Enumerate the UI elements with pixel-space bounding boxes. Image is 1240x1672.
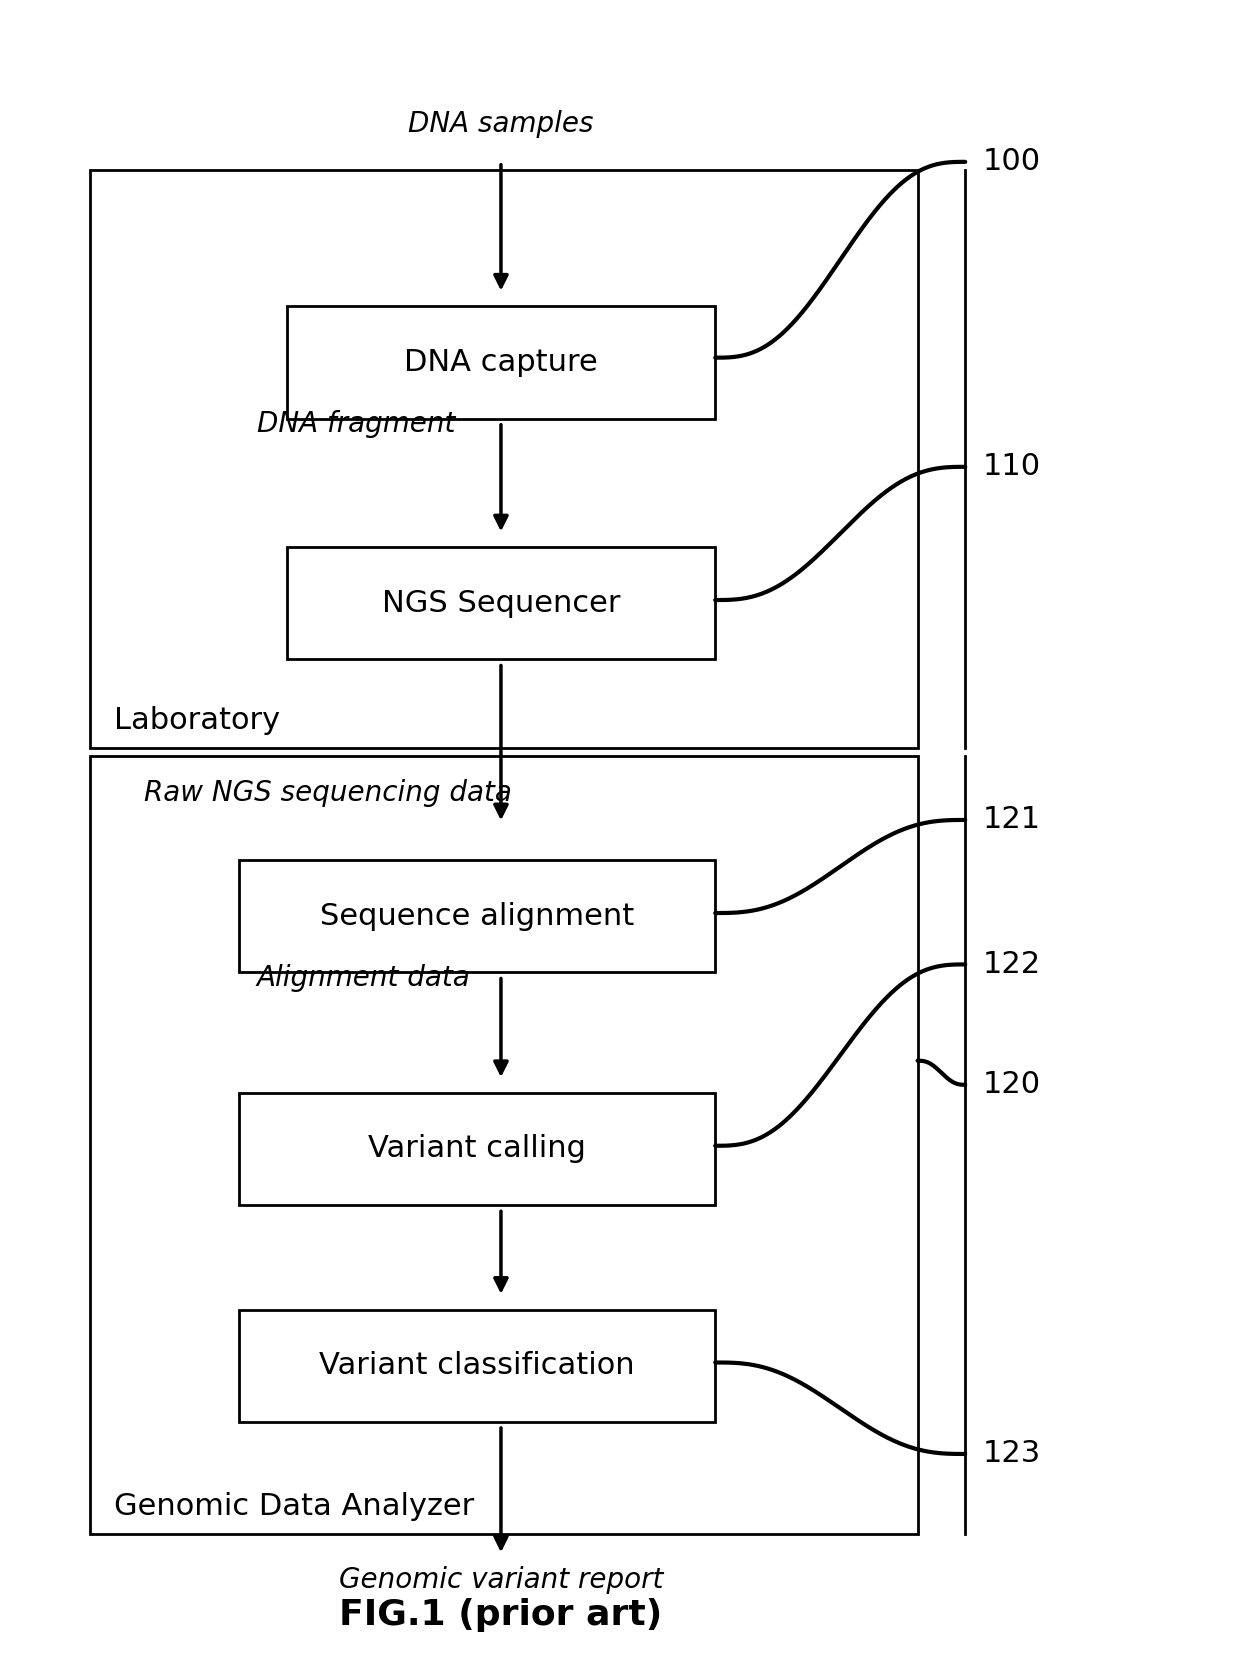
- Text: 122: 122: [983, 950, 1042, 978]
- Text: Sequence alignment: Sequence alignment: [320, 901, 635, 931]
- Text: 120: 120: [983, 1070, 1042, 1099]
- Text: Genomic variant report: Genomic variant report: [339, 1565, 663, 1593]
- Text: 123: 123: [983, 1440, 1042, 1468]
- Bar: [239, 1309, 715, 1421]
- Text: Variant classification: Variant classification: [320, 1351, 635, 1379]
- Text: FIG.1 (prior art): FIG.1 (prior art): [340, 1598, 662, 1632]
- Text: Raw NGS sequencing data: Raw NGS sequencing data: [144, 779, 512, 808]
- Text: 121: 121: [983, 806, 1042, 834]
- Text: Variant calling: Variant calling: [368, 1135, 587, 1164]
- Text: DNA fragment: DNA fragment: [257, 410, 455, 438]
- Bar: [286, 306, 715, 418]
- Text: DNA samples: DNA samples: [408, 110, 594, 137]
- Bar: [91, 756, 918, 1535]
- Text: 100: 100: [983, 147, 1042, 176]
- Text: Alignment data: Alignment data: [257, 963, 471, 991]
- Text: Genomic Data Analyzer: Genomic Data Analyzer: [114, 1493, 475, 1522]
- Text: Laboratory: Laboratory: [114, 706, 280, 736]
- Text: 110: 110: [983, 453, 1042, 482]
- Bar: [91, 171, 918, 747]
- Text: DNA capture: DNA capture: [404, 348, 598, 376]
- Text: NGS Sequencer: NGS Sequencer: [382, 589, 620, 617]
- Bar: [239, 1093, 715, 1206]
- Bar: [286, 547, 715, 659]
- Bar: [239, 859, 715, 973]
